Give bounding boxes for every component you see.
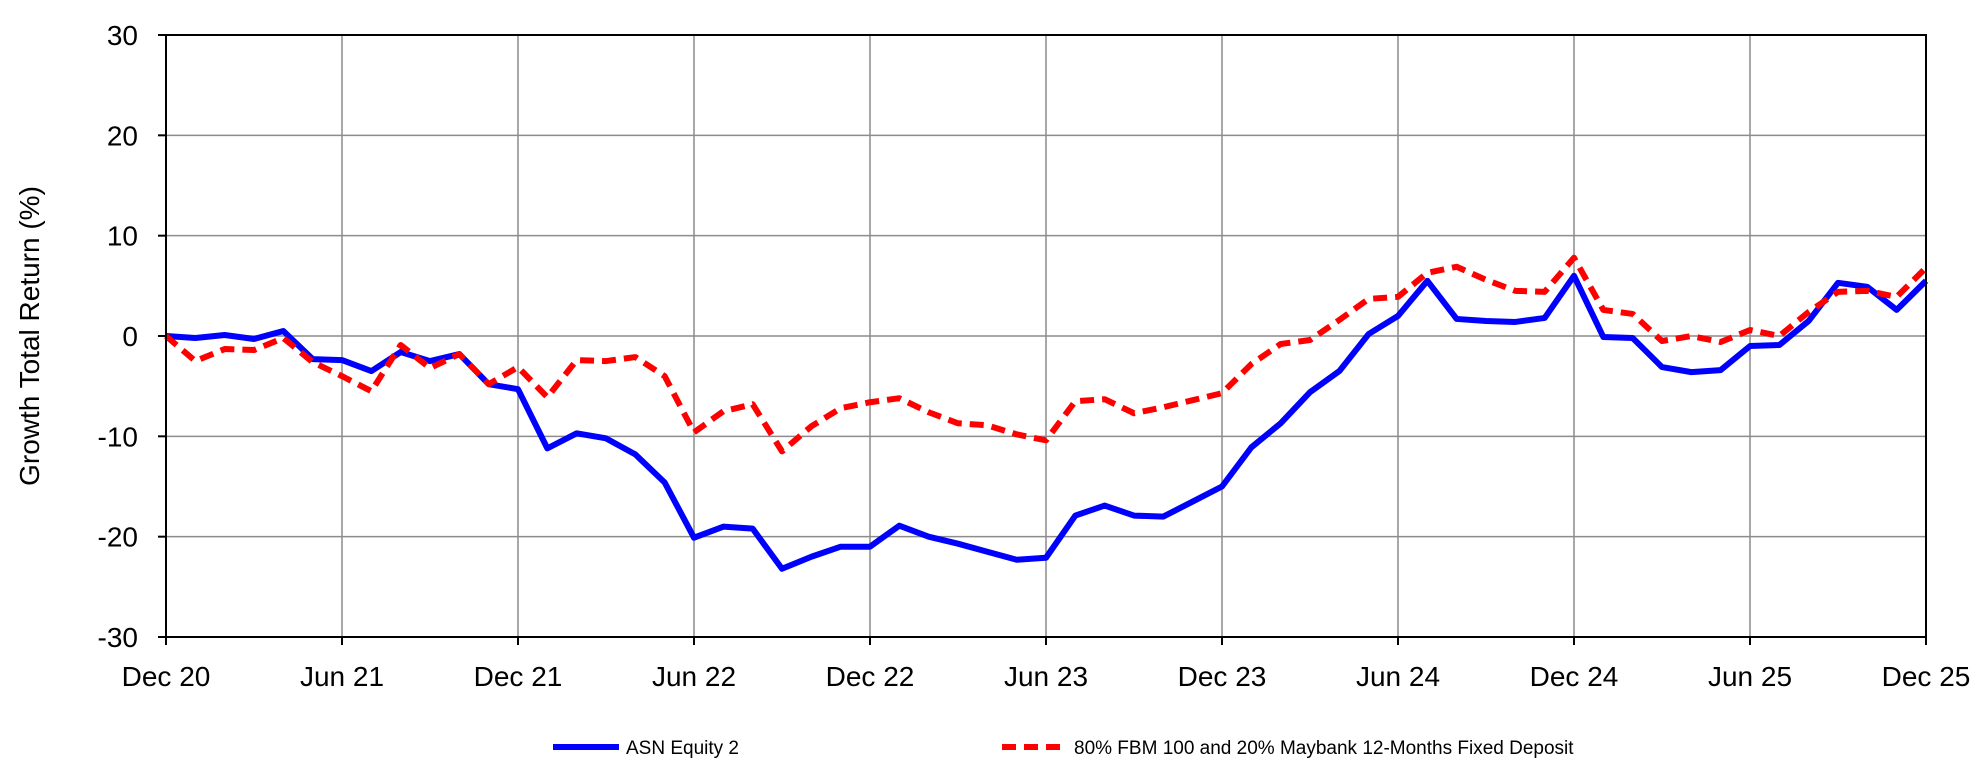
y-axis-title: Growth Total Return (%) bbox=[14, 186, 45, 486]
x-tick-label: Dec 23 bbox=[1178, 661, 1267, 692]
y-tick-label: 20 bbox=[107, 120, 138, 151]
legend-item-benchmark: 80% FBM 100 and 20% Maybank 12-Months Fi… bbox=[1002, 738, 1574, 759]
x-tick-label: Jun 21 bbox=[300, 661, 384, 692]
y-tick-label: 10 bbox=[107, 221, 138, 252]
y-tick-label: 30 bbox=[107, 20, 138, 51]
x-axis-ticks: Dec 20 Jun 21 Dec 21 Jun 22 Dec 22 Jun 23 Dec … bbox=[122, 637, 1971, 692]
y-tick-label: -30 bbox=[98, 622, 138, 653]
series-lines bbox=[164, 254, 1929, 572]
legend-item-asn-equity-2: ASN Equity 2 bbox=[553, 738, 739, 759]
x-tick-label: Jun 22 bbox=[652, 661, 736, 692]
y-tick-label: -20 bbox=[98, 522, 138, 553]
grid bbox=[165, 34, 1927, 638]
x-tick-label: Dec 24 bbox=[1530, 661, 1619, 692]
x-tick-label: Dec 25 bbox=[1882, 661, 1971, 692]
x-tick-label: Dec 20 bbox=[122, 661, 211, 692]
y-tick-label: -10 bbox=[98, 421, 138, 452]
x-tick-label: Jun 23 bbox=[1004, 661, 1088, 692]
y-tick-label: 0 bbox=[122, 321, 138, 352]
x-tick-label: Dec 21 bbox=[474, 661, 563, 692]
series-line-benchmark bbox=[164, 254, 1929, 455]
legend-label-benchmark: 80% FBM 100 and 20% Maybank 12-Months Fi… bbox=[1074, 738, 1574, 759]
legend: ASN Equity 2 80% FBM 100 and 20% Maybank… bbox=[553, 738, 1574, 759]
y-axis-ticks: 30 20 10 0 -10 -20 -30 bbox=[98, 20, 166, 653]
legend-label-asn-equity-2: ASN Equity 2 bbox=[626, 738, 739, 759]
x-tick-label: Jun 24 bbox=[1356, 661, 1440, 692]
x-tick-label: Jun 25 bbox=[1708, 661, 1792, 692]
x-tick-label: Dec 22 bbox=[826, 661, 915, 692]
